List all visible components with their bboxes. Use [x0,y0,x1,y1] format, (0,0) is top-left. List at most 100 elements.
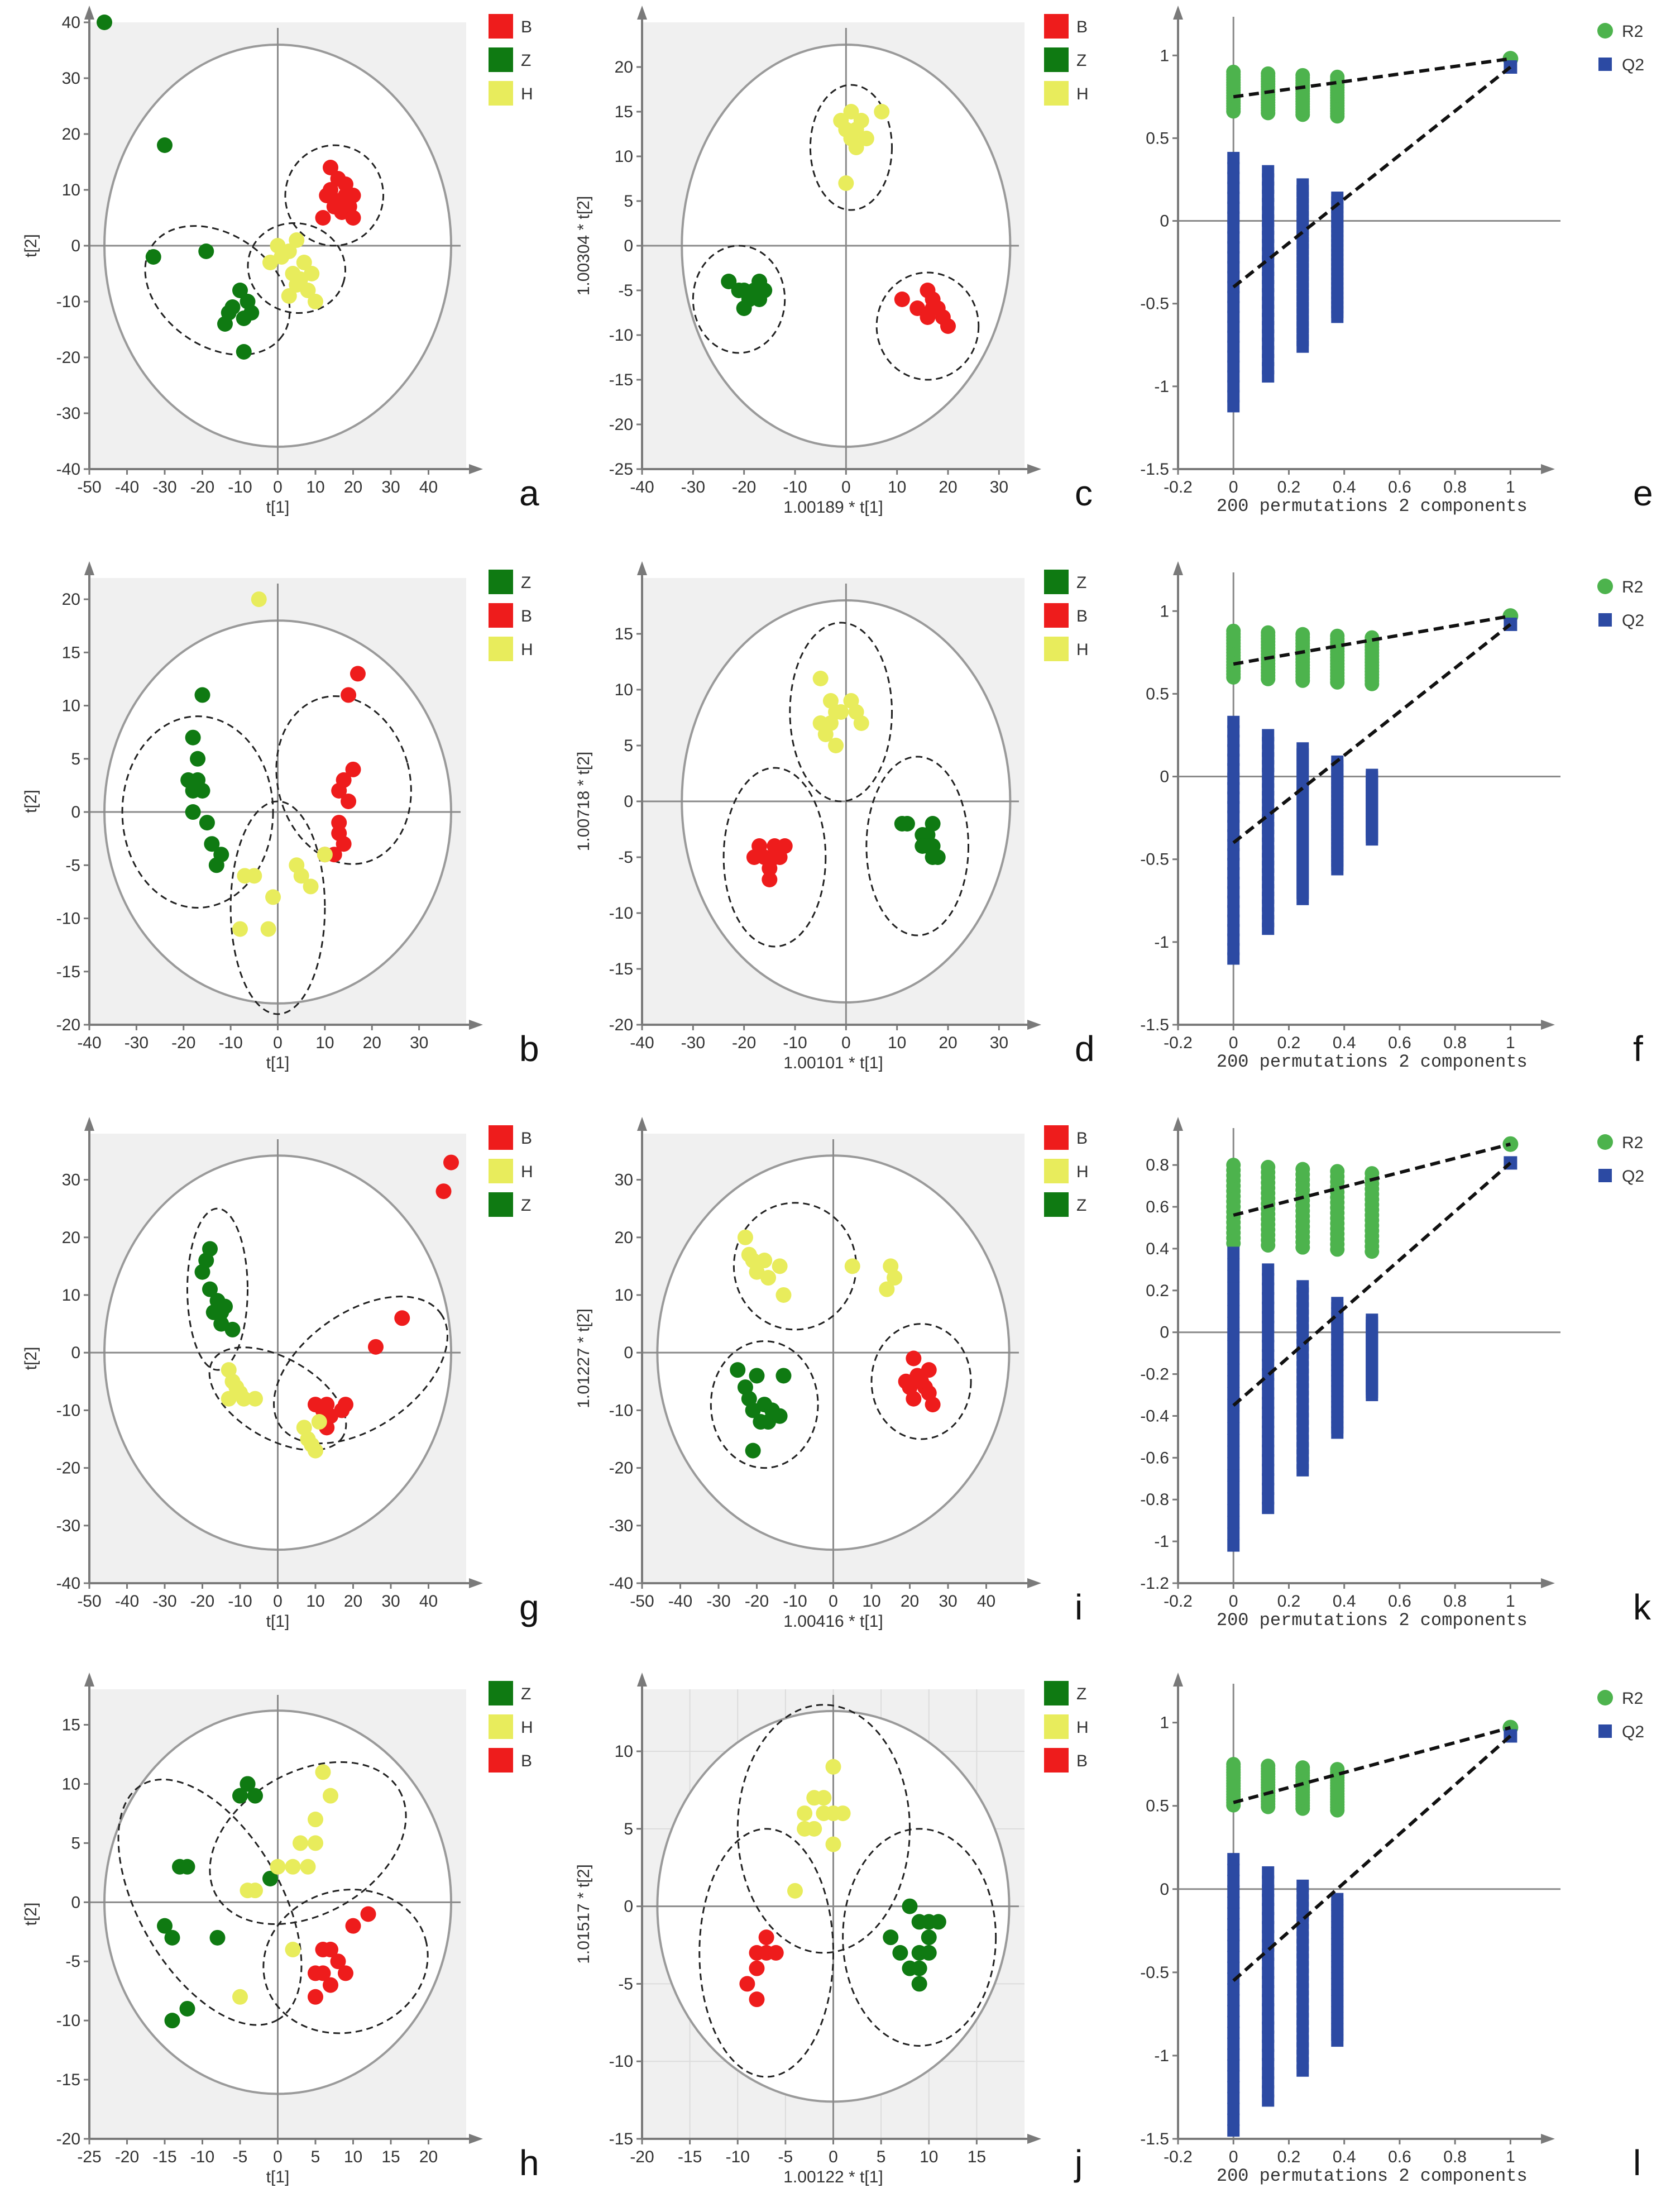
y-tick-label: -30 [609,1517,633,1535]
x-tick-label: 0.6 [1388,1592,1411,1611]
data-point-Z [179,1859,195,1875]
data-point-H [308,1442,323,1459]
data-point-B [323,160,338,175]
data-point-H [775,1287,792,1303]
x-tick-label: 0 [273,2148,283,2166]
q2-point [1227,310,1240,323]
x-tick-label: -5 [778,2148,793,2166]
x-tick-label: -15 [152,2148,176,2166]
data-point-Z [224,299,241,315]
x-axis-label: t[1] [266,498,290,517]
q2-point [1262,1406,1275,1419]
legend: R2 Q2 [1597,1689,1644,1741]
y-tick-label: 0.8 [1146,1156,1169,1174]
legend-label-B: B [521,1752,532,1770]
q2-point [1227,2091,1240,2104]
y-tick-label: -5 [65,856,80,875]
legend-label-B: B [521,18,532,36]
q2-point [1262,1320,1275,1333]
data-point-H [300,1859,316,1875]
data-point-H [265,889,281,905]
q2-point [1227,1504,1240,1517]
x-tick-label: 15 [968,2148,986,2166]
series-H [833,104,890,191]
data-point-Z [157,1918,173,1934]
q2-point [1262,1311,1275,1324]
data-point-Z [185,729,201,746]
q2-point [1227,914,1240,927]
data-point-H [270,1859,286,1875]
legend-label-Q2: Q2 [1622,1167,1644,1186]
q2-point [1227,330,1240,343]
legend-swatch-B [489,603,513,628]
data-point-H [853,113,869,128]
data-point-B [345,210,361,226]
q2-point [1262,1492,1275,1505]
q2-point [1227,211,1240,224]
x-tick-label: 0 [273,1034,283,1052]
q2-point [1227,1375,1240,1388]
r2-point [1295,627,1310,642]
legend-label-Q2: Q2 [1622,1723,1644,1741]
y-tick-label: 20 [62,125,80,144]
data-point-H [304,266,320,281]
data-point-H [853,715,869,731]
q2-point [1227,1539,1240,1552]
q2-point [1227,905,1240,918]
q2-point [1227,772,1240,785]
y-tick-label: 0 [1160,1324,1169,1342]
q2-regression-line [1232,1162,1512,1407]
q2-point [1227,1853,1240,1866]
q2-regression-line [1232,623,1512,844]
data-point-Z [721,274,737,289]
data-point-B [394,1310,410,1326]
data-point-B [360,1906,376,1922]
y-axis-label: t[2] [22,1347,40,1370]
x-tick-label: -0.2 [1164,1034,1193,1052]
y-tick-label: 15 [615,103,633,121]
x-axis-label: 1.00122 * t[1] [783,2168,883,2186]
data-point-Z [775,1368,792,1384]
legend-swatch-Z [1044,570,1069,594]
q2-point [1227,782,1240,795]
y-tick-label: -10 [56,1401,80,1420]
group-ellipse [736,1704,911,1954]
data-point-Z [915,838,931,854]
x-tick-label: 30 [381,1592,400,1611]
x-tick-label: 0.6 [1388,2148,1411,2166]
y-tick-label: -5 [65,1952,80,1971]
x-tick-label: 0.6 [1388,1034,1411,1052]
q2-point [1227,261,1240,274]
panel-k: -0.2 0 0.2 0.4 0.6 0.8 1 -1.2 -1 -0.8 -0.6 -0.4 -0.2… [1140,1117,1651,1631]
x-tick-label: -20 [732,478,756,496]
r2-point [1261,1159,1276,1174]
x-tick-label: 10 [306,1592,324,1611]
q2-point [1227,1352,1240,1365]
x-tick-label: -50 [77,1592,101,1611]
q2-point [1227,2037,1240,2050]
q2-point [1227,321,1240,333]
x-tick-label: 0.2 [1277,478,1301,496]
q2-point [1227,192,1240,204]
legend-label-Z: Z [521,574,531,592]
r2-point [1365,630,1380,645]
x-tick-label: -40 [668,1592,692,1611]
series-B [746,838,793,887]
r2-point [1295,1162,1310,1177]
q2-regression-line [1232,65,1512,289]
data-point-Z [179,2000,195,2017]
x-tick-label: 10 [306,478,324,496]
x-tick-label: -30 [152,478,176,496]
panel-c: -40 -30 -20 -10 0 10 20 30 -25 -20 -15 -10 -5 0 5 10 15 2… [575,6,1093,517]
data-point-H [289,232,305,248]
y-tick-label: -40 [56,460,80,479]
legend-label-R2: R2 [1622,1134,1643,1152]
data-point-B [338,176,353,192]
data-point-B [331,825,347,842]
legend: BZH [489,14,533,106]
data-point-Z [232,1788,248,1804]
x-tick-label: 10 [888,1034,906,1052]
legend-label-Z: Z [521,1196,531,1215]
x-tick-label: -25 [77,2148,101,2166]
y-tick-label: -10 [609,904,633,923]
